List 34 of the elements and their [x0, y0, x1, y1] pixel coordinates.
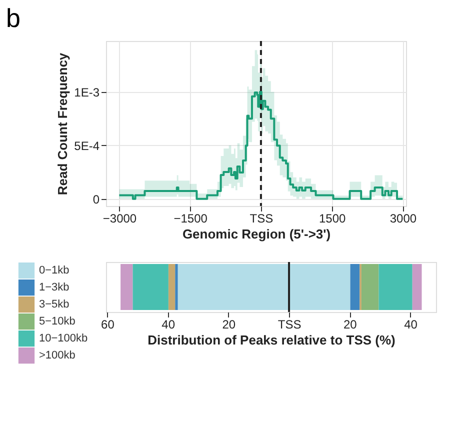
x-tick-label: 40: [404, 318, 418, 332]
bar: [168, 264, 176, 310]
x-axis-title: Genomic Region (5'->3'): [182, 226, 331, 242]
y-tick-label: 0: [92, 192, 100, 206]
bar: [412, 264, 422, 310]
x-tick-label: TSS: [250, 212, 274, 226]
bar: [289, 264, 350, 310]
bar: [132, 264, 168, 310]
bar: [361, 264, 379, 310]
legend-label: 5−10kb: [39, 316, 76, 328]
x-tick-label: 20: [222, 318, 236, 332]
bar: [178, 264, 290, 310]
legend-label: 1−3kb: [39, 282, 70, 294]
x-tick-label: 60: [101, 318, 115, 332]
x-tick-label: 40: [162, 318, 176, 332]
x-tick-label: 20: [343, 318, 358, 332]
bar: [350, 264, 360, 310]
legend-label: >100kb: [39, 350, 76, 362]
x-axis-title: Distribution of Peaks relative to TSS (%): [148, 332, 396, 348]
bar: [378, 264, 412, 310]
x-tick-label: 3000: [390, 212, 417, 226]
bar: [120, 264, 133, 310]
x-tick-label: −1500: [174, 212, 208, 226]
legend-label: 0−1kb: [39, 264, 70, 276]
legend-label: 3−5kb: [39, 298, 70, 310]
legend-label: 10−100kb: [39, 332, 88, 344]
x-tick-label: −3000: [102, 212, 137, 226]
bar: [175, 264, 178, 310]
y-axis-title: Read Count Frequency: [55, 52, 70, 196]
x-tick-label: TSS: [278, 318, 302, 332]
y-tick-label: 1E-3: [74, 85, 100, 100]
x-tick-label: 1500: [318, 212, 346, 226]
chart-title: b: [6, 3, 20, 33]
y-tick-label: 5E-4: [74, 138, 100, 153]
